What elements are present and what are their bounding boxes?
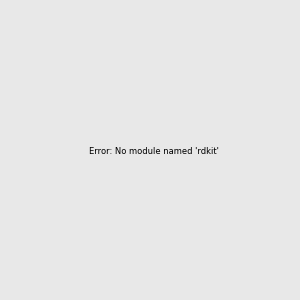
- Text: Error: No module named 'rdkit': Error: No module named 'rdkit': [89, 147, 219, 156]
